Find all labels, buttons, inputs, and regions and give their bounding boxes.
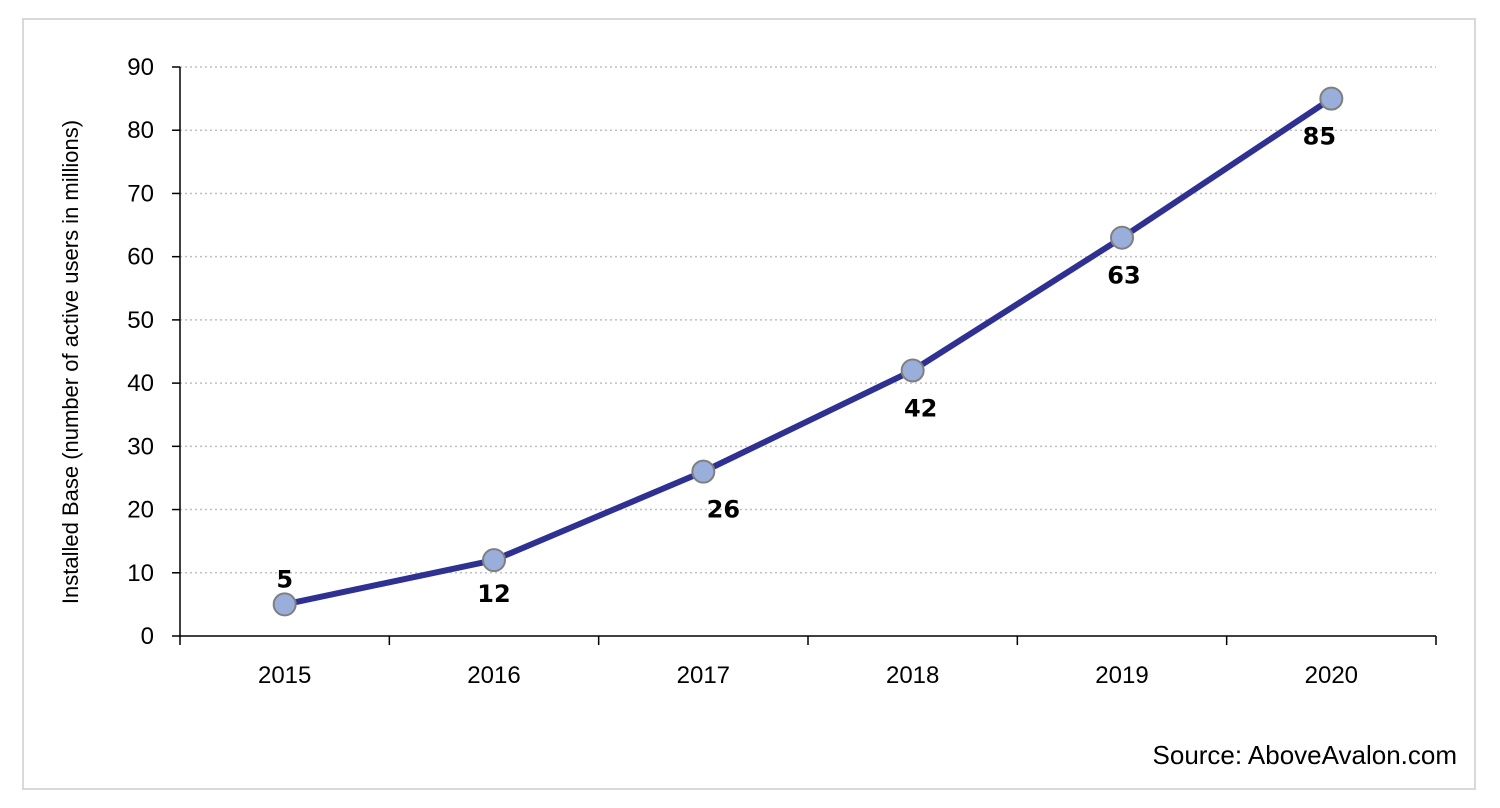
data-point-2015 [272, 592, 297, 617]
data-point-2016 [482, 548, 506, 573]
gridlines [180, 66, 1436, 574]
y-tick-label-30: 30 [127, 433, 154, 460]
chart-frame [22, 18, 1476, 790]
x-tick-label-2020: 2020 [1305, 662, 1358, 689]
y-tick-label-40: 40 [127, 370, 154, 397]
x-tick-label-2019: 2019 [1095, 662, 1148, 689]
data-point-2020 [1319, 86, 1344, 111]
x-tick-labels: 2015 2016 2017 2018 2019 2020 [258, 662, 1358, 689]
data-label-2016: 12 [477, 580, 510, 608]
x-tick-label-2018: 2018 [886, 662, 939, 689]
data-label-2018: 42 [904, 394, 937, 422]
data-point-2017 [691, 459, 716, 484]
data-point-2018 [900, 358, 925, 383]
y-tick-labels: 0 10 20 30 40 50 60 70 80 90 [127, 54, 154, 650]
y-tick-label-90: 90 [127, 54, 154, 81]
series-line-0 [281, 95, 1335, 608]
y-tick-label-0: 0 [141, 623, 154, 650]
y-tick-label-60: 60 [127, 244, 154, 271]
data-label-2020: 85 [1303, 123, 1336, 151]
y-tick-label-10: 10 [127, 560, 154, 587]
x-tick-label-2017: 2017 [677, 662, 730, 689]
data-markers [272, 86, 1344, 617]
data-label-2017: 26 [707, 496, 740, 524]
x-tick-label-2015: 2015 [258, 662, 311, 689]
x-tick-label-2016: 2016 [467, 662, 520, 689]
axes [172, 66, 1437, 645]
y-tick-label-50: 50 [127, 307, 154, 334]
data-label-2019: 63 [1107, 262, 1140, 290]
y-axis-title: Installed Base (number of active users i… [58, 120, 83, 604]
source-note: Source: AboveAvalon.com [1153, 740, 1457, 770]
data-point-2019 [1110, 225, 1134, 250]
series-lines [281, 95, 1335, 608]
y-tick-label-80: 80 [127, 117, 154, 144]
data-label-2015: 5 [276, 565, 293, 593]
y-tick-label-70: 70 [127, 180, 154, 207]
data-labels: 5 12 26 42 63 85 [276, 123, 1336, 609]
y-tick-label-20: 20 [127, 497, 154, 524]
